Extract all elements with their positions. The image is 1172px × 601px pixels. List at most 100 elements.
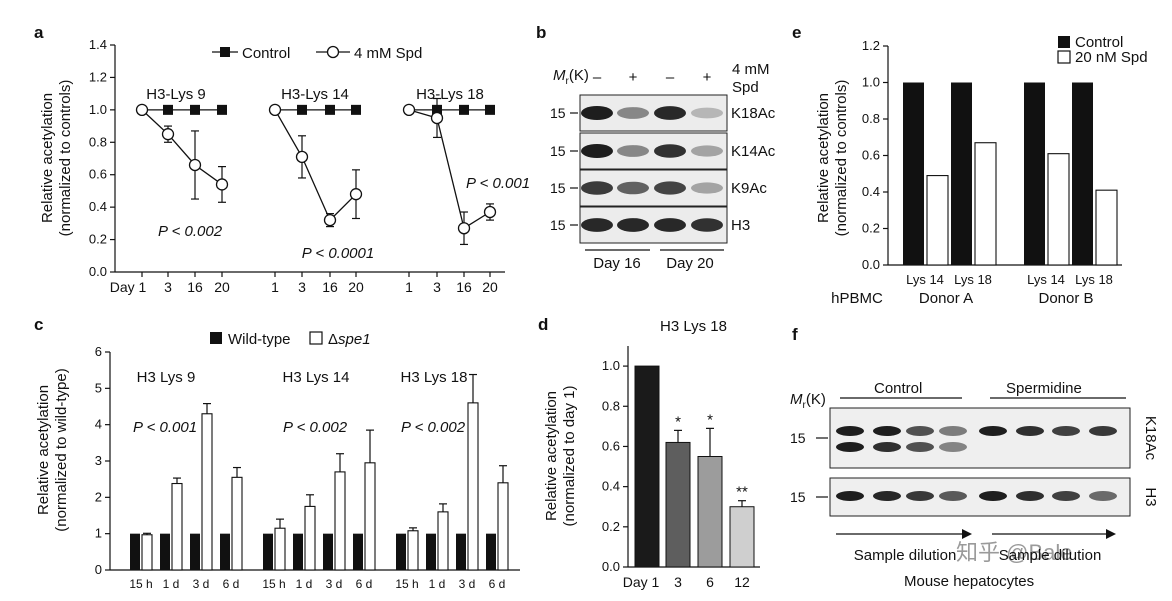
panel-a-x-tick-label: 1 [271, 279, 279, 295]
panel-c-y-tick-label: 3 [95, 453, 102, 468]
blot-b-row-label: H3 [731, 217, 750, 234]
blot-f-band-upper [836, 426, 864, 436]
panel-e-x-tick-label: Lys 18 [954, 272, 992, 287]
panel-a-spd-point [323, 213, 337, 227]
panel-e-bar-spd [974, 142, 997, 266]
panel-d-ylabel-line1: Relative acetylation [543, 391, 560, 521]
blot-f-band-upper [906, 426, 934, 436]
blot-b-band [691, 218, 723, 232]
blot-b-band [617, 107, 649, 119]
chart-layer: 0.0 0.2 0.4 0.6 0.8 1.0 1.2 1.4 Relative acetyla… [35, 34, 1159, 591]
blot-b-mr-label: Mr(K) [553, 67, 589, 87]
panel-d-x-tick-label: 12 [734, 574, 750, 590]
blot-f-band-upper [979, 426, 1007, 436]
panel-a-y-tick-label: 1.4 [89, 37, 107, 52]
panel-e-bar-control [951, 82, 972, 265]
panel-c-bar-spe1 [274, 527, 286, 571]
panel-c-bar-spe1 [141, 534, 153, 571]
panel-c-bar-spe1 [467, 402, 479, 571]
panel-a-spd-point [215, 178, 229, 191]
panel-a-annotation: P < 0.001 [466, 175, 530, 192]
panel-c-group-title: H3 Lys 9 [137, 369, 196, 386]
panel-c-annotation: P < 0.002 [401, 419, 466, 436]
panel-c-group-title: H3 Lys 18 [401, 369, 468, 386]
panel-c-bar-wildtype [456, 533, 466, 570]
panel-a-control-point [351, 104, 361, 115]
panel-d-bar [634, 365, 660, 568]
panel-a-x-tick-label: Day 1 [110, 279, 147, 295]
panel-e-y-tick-label: 0.0 [862, 257, 880, 272]
blot-f-caption: Mouse hepatocytes [904, 573, 1034, 590]
panel-e-bar-spd [1095, 189, 1118, 266]
panel-letter-b: b [536, 23, 546, 42]
panel-c-x-tick-label: 3 d [326, 577, 343, 591]
panel-a-y-tick-label: 0.0 [89, 264, 107, 279]
panel-c-bar-wildtype [293, 533, 303, 570]
panel-a-group-title: H3-Lys 14 [281, 86, 349, 103]
panel-d-y-tick-label: 0.0 [602, 559, 620, 574]
panel-c-bar-spe1 [334, 471, 346, 571]
panel-e-y-tick-label: 0.8 [862, 111, 880, 126]
panel-c-x-tick-label: 15 h [262, 577, 285, 591]
panel-c-x-tick-label: 1 d [163, 577, 180, 591]
panel-a-annotation: P < 0.002 [158, 223, 223, 240]
blot-b-band [691, 107, 723, 119]
panel-c-bar-spe1 [364, 462, 376, 571]
panel-d-title: H3 Lys 18 [660, 318, 727, 335]
blot-f-mr-unit: (K) [806, 391, 826, 408]
blot-f-dilution-label: Sample dilution [854, 547, 957, 564]
blot-b-row-label: K14Ac [731, 143, 776, 160]
panel-c-y-tick-label: 5 [95, 380, 102, 395]
blot-b-band [617, 181, 649, 195]
panel-c-bar-wildtype [263, 533, 273, 570]
blot-f-band-upper [873, 426, 901, 436]
panel-a-legend-spd-label: 4 mM Spd [354, 45, 422, 62]
panel-a-y-tick-label: 0.6 [89, 167, 107, 182]
panel-c-bar-wildtype [426, 533, 436, 570]
blot-f-mr-label: Mr(K) [790, 391, 826, 411]
watermark: 知乎 @Bale [956, 540, 1072, 565]
panel-a-spd-point [135, 103, 149, 117]
panel-e-bar-control [1024, 82, 1045, 265]
blot-f-band-upper [1016, 426, 1044, 436]
panel-c-annotation: P < 0.002 [283, 419, 348, 436]
panel-a-x-tick-label: 16 [322, 279, 338, 295]
panel-letter-a: a [34, 23, 44, 42]
blot-f-band-lower [836, 442, 864, 452]
blot-b-band [691, 145, 723, 157]
panel-e-donor-label: Donor A [919, 290, 973, 307]
panel-a-y-tick-label: 1.0 [89, 102, 107, 117]
blot-b-row-label: K18Ac [731, 105, 776, 122]
blot-f-row-label: K18Ac [1142, 416, 1159, 461]
panel-a-ylabel-line1: Relative acetylation [39, 93, 56, 223]
panel-c-bar-spe1 [497, 482, 509, 571]
panel-a-x-tick-label: 3 [164, 279, 172, 295]
blot-f-band-upper [1089, 426, 1117, 436]
panel-a-spd-line [408, 109, 491, 230]
panel-e-donor-label: Donor B [1038, 290, 1093, 307]
blot-f-marker: 15 [790, 489, 806, 505]
blot-b-band [654, 218, 686, 232]
panel-c-y-tick-label: 4 [95, 417, 102, 432]
panel-a-legend-control-label: Control [242, 45, 290, 62]
panel-d-significance: * [675, 413, 681, 430]
blot-b-mr-m: M [553, 67, 566, 84]
panel-e-legend-spd-label: 20 nM Spd [1075, 49, 1148, 66]
panel-a-x-tick-label: 20 [482, 279, 498, 295]
panel-letter-c: c [34, 315, 43, 334]
panel-e-x-tick-label: Lys 18 [1075, 272, 1113, 287]
panel-c-bar-spe1 [437, 511, 449, 571]
blot-f-band-upper [939, 426, 967, 436]
panel-a-group-title: H3-Lys 9 [146, 86, 205, 103]
blot-f-band-lower [906, 442, 934, 452]
panel-c-x-tick-label: 3 d [459, 577, 476, 591]
panel-a-control-point [297, 104, 307, 115]
panel-a-x-tick-label: 3 [298, 279, 306, 295]
panel-c-legend-wt-label: Wild-type [228, 331, 291, 348]
blot-b-group-label: Day 16 [593, 255, 641, 272]
blot-b-marker: 15 [550, 180, 566, 196]
panel-a-spd-point [349, 188, 363, 201]
panel-a-spd-point [457, 222, 471, 235]
panel-d-bar [665, 441, 691, 568]
